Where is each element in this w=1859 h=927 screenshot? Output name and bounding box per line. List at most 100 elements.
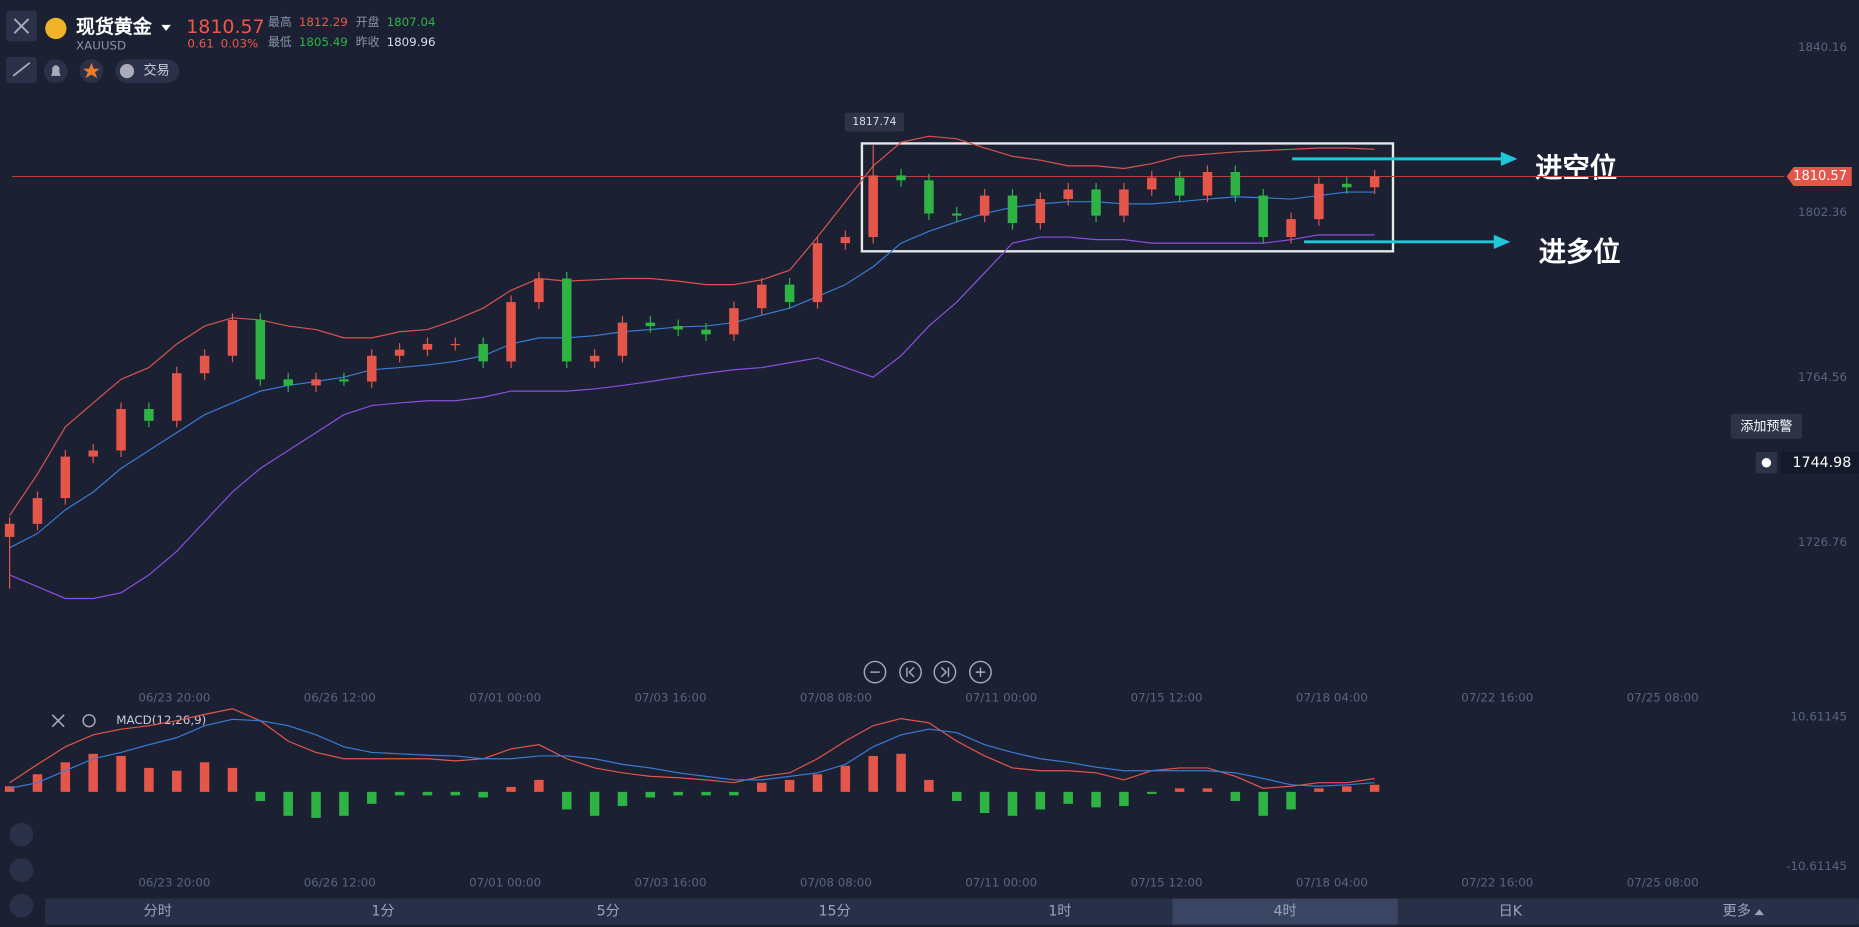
high-label-box xyxy=(844,112,905,132)
star-icon xyxy=(83,62,100,79)
scroll-start[interactable] xyxy=(899,660,922,684)
macd-bar xyxy=(1091,791,1101,808)
x-tick-label: 07/01 00:00 xyxy=(469,876,541,890)
stat-value: 1809.96 xyxy=(387,35,436,49)
timeframe[interactable]: 4时 xyxy=(1273,903,1296,920)
timeframe[interactable]: 1时 xyxy=(1048,903,1071,920)
alert-price-box xyxy=(1780,452,1859,474)
x-tick-label: 06/26 12:00 xyxy=(304,876,376,890)
macd-bar xyxy=(88,753,98,792)
x-tick-label: 07/15 12:00 xyxy=(1131,691,1203,705)
y-tick-label: 10.61145 xyxy=(1791,710,1848,724)
zoom-in[interactable] xyxy=(969,660,992,684)
macd-bar xyxy=(311,791,321,818)
stat-value: 1807.04 xyxy=(387,15,436,29)
stat-label: 开盘 xyxy=(356,15,380,29)
close-indicator[interactable] xyxy=(51,714,65,728)
candle-body xyxy=(757,284,767,309)
candle-body xyxy=(701,329,711,335)
line xyxy=(9,135,1375,516)
x-tick-label: 07/18 04:00 xyxy=(1296,876,1368,890)
zoom-out[interactable] xyxy=(863,660,887,684)
macd-bar xyxy=(1035,791,1046,810)
macd-bar xyxy=(979,791,990,813)
candle-body xyxy=(1230,171,1241,196)
stat-label: 最高 xyxy=(268,15,292,29)
alert-bell xyxy=(1761,458,1772,468)
x-tick-label: 07/11 00:00 xyxy=(965,691,1037,705)
trade-button[interactable] xyxy=(115,59,180,83)
macd-bar xyxy=(729,791,739,796)
more-caret xyxy=(1754,909,1765,916)
candle-body xyxy=(506,302,516,362)
tool-button[interactable] xyxy=(9,893,34,918)
candle-body xyxy=(172,373,182,421)
range-box xyxy=(860,142,1395,253)
x-tick-label: 07/11 00:00 xyxy=(965,876,1037,890)
stat-label: 昨收 xyxy=(356,35,380,49)
macd-bar xyxy=(144,767,154,792)
change: 0.61 xyxy=(187,36,213,50)
symbol-code: XAUUSD xyxy=(76,39,126,53)
more-button[interactable]: 更多 xyxy=(1723,903,1751,920)
macd-bar xyxy=(952,791,962,802)
price-badge xyxy=(1786,167,1852,186)
macd-bar xyxy=(812,774,823,792)
candle-body xyxy=(534,278,544,303)
high-label: 1817.74 xyxy=(852,115,896,128)
dropdown-caret[interactable] xyxy=(161,24,171,31)
x-tick-label: 06/23 20:00 xyxy=(138,876,210,890)
annotation: 进空位 xyxy=(1535,152,1617,184)
candle-body xyxy=(589,355,600,362)
candle-body xyxy=(868,175,878,238)
candle-body xyxy=(478,343,488,362)
indicator-settings[interactable] xyxy=(82,714,96,728)
candle-body xyxy=(283,379,293,386)
timeframe-bar xyxy=(45,898,1859,925)
tool-button[interactable] xyxy=(9,822,34,847)
macd-bar xyxy=(589,791,600,816)
timeframe[interactable]: 1分 xyxy=(371,903,394,920)
timeframe[interactable]: 5分 xyxy=(597,903,620,920)
candle-body xyxy=(840,237,851,244)
candle-body xyxy=(924,180,934,214)
x-tick-label: 06/26 12:00 xyxy=(304,691,376,705)
x-tick-label: 07/03 16:00 xyxy=(634,691,706,705)
macd-bar xyxy=(116,755,126,792)
price: 1810.57 xyxy=(186,16,264,38)
macd-bar xyxy=(896,753,906,792)
candle-body xyxy=(1369,176,1380,188)
macd-bar xyxy=(1286,791,1296,810)
candle-body xyxy=(562,278,572,362)
symbol-name[interactable]: 现货黄金 xyxy=(76,15,153,38)
line xyxy=(9,708,1375,789)
candle-body xyxy=(4,523,15,537)
timeframe[interactable]: 日K xyxy=(1499,904,1523,920)
alert-button[interactable] xyxy=(1730,413,1802,439)
candle-body xyxy=(812,243,823,303)
arrow-head xyxy=(1493,234,1511,249)
candle-body xyxy=(422,343,433,350)
alert-button-label[interactable]: 添加预警 xyxy=(1740,418,1792,434)
candle-body xyxy=(1063,189,1073,200)
candle-body xyxy=(199,355,210,374)
macd-bar xyxy=(4,786,15,792)
x-tick-label: 07/25 08:00 xyxy=(1627,691,1699,705)
candle-body xyxy=(896,175,906,181)
macd-bar xyxy=(199,762,210,792)
timeframe[interactable]: 分时 xyxy=(144,903,172,920)
scroll-end[interactable] xyxy=(933,660,957,684)
macd-bar xyxy=(60,762,71,792)
macd-bar xyxy=(1314,788,1324,792)
timeframe[interactable]: 15分 xyxy=(819,903,851,920)
macd-bar xyxy=(868,755,878,792)
candle-body xyxy=(339,379,349,382)
x-tick-label: 07/22 16:00 xyxy=(1461,876,1533,890)
gold-icon xyxy=(45,17,67,40)
macd-bar xyxy=(645,791,656,798)
candle-body xyxy=(729,308,739,335)
tool-button[interactable] xyxy=(9,858,34,882)
macd-bar xyxy=(840,765,851,792)
candle-body xyxy=(1174,177,1185,196)
trade-label[interactable]: 交易 xyxy=(144,63,170,79)
